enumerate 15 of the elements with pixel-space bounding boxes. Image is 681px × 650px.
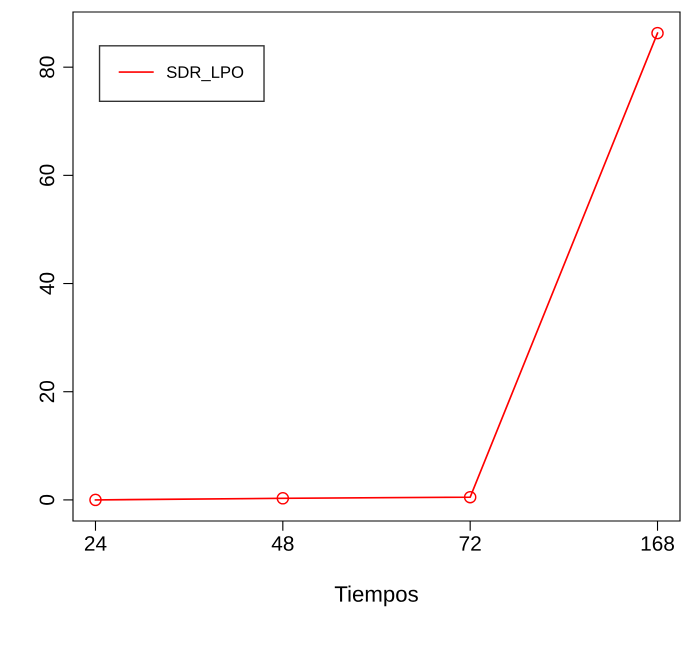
x-tick-label: 48 xyxy=(272,536,294,551)
x-axis-title: Tiempos xyxy=(334,586,418,606)
x-tick-label: 168 xyxy=(642,536,674,551)
x-tick-label: 72 xyxy=(460,536,481,551)
point xyxy=(276,492,290,505)
point xyxy=(89,494,102,506)
point xyxy=(651,26,664,40)
y-tick-label: 60 xyxy=(40,164,54,186)
point xyxy=(464,490,476,504)
y-tick-label: 0 xyxy=(40,494,54,505)
y-tick-label: 20 xyxy=(40,380,54,402)
x-tick-label: 24 xyxy=(84,536,106,551)
y-tick-label: 80 xyxy=(40,56,54,78)
legend-label: SDR_LPO xyxy=(166,66,244,82)
y-tick-label: 40 xyxy=(40,272,54,295)
